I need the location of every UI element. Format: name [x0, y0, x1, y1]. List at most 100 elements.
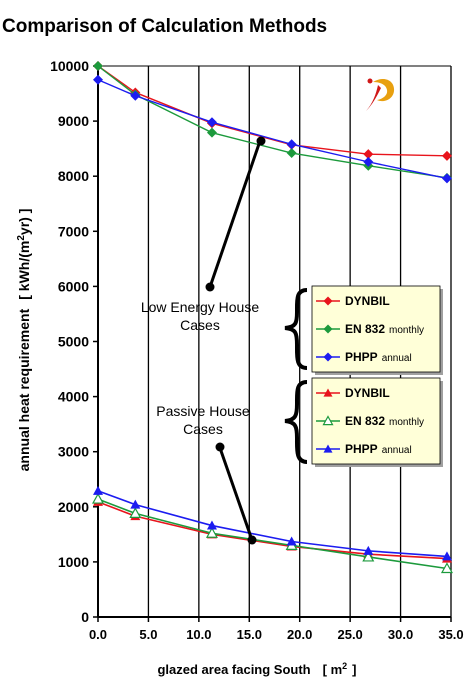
annotation-low-line-2: Cases: [180, 317, 220, 333]
data-point-1-0: [93, 61, 103, 71]
series-low-2: [93, 74, 452, 184]
annotation-low-dot-end: [256, 136, 266, 146]
data-point-5-5: [441, 551, 452, 561]
series-line-0: [97, 65, 447, 157]
x-axis-label-unit-pre: [ m: [323, 662, 343, 677]
legend-name-0: DYNBIL: [345, 294, 390, 308]
series-low-1: [93, 61, 452, 183]
annotation-passive-arrow: [218, 447, 254, 541]
legend-name-1: EN 832: [345, 322, 385, 336]
legend-label-0: DYNBIL: [345, 294, 390, 308]
x-tick-label-2: 10.0: [186, 627, 211, 642]
legend-label-5: PHPP annual: [345, 442, 412, 456]
data-point-2-5: [441, 173, 452, 184]
annotation-passive-line-1: Passive House: [156, 403, 250, 419]
data-point-5-3: [286, 536, 297, 546]
x-tick-label-1: 5.0: [139, 627, 157, 642]
x-tick-label-5: 25.0: [337, 627, 362, 642]
data-point-4-5: [440, 562, 453, 574]
data-point-2-0: [93, 74, 103, 85]
x-tick-label-7: 35.0: [438, 627, 463, 642]
annotation-low-arrow: [208, 140, 262, 288]
x-axis-label-unit-sup: 2: [342, 661, 347, 671]
x-axis-label: glazed area facing South [ m2]: [157, 661, 356, 677]
data-point-4-2: [205, 527, 218, 538]
data-point-5-4: [363, 545, 374, 555]
y-tick-label-8: 8000: [58, 168, 89, 184]
data-point-2-2: [206, 117, 217, 128]
y-tick-label-2: 2000: [58, 499, 89, 515]
x-axis-label-unit-post: ]: [352, 662, 356, 677]
annotation-low-energy: Low Energy House Cases: [141, 136, 308, 370]
data-point-5-2: [206, 520, 217, 530]
data-point-1-2: [206, 127, 217, 138]
series-line-5: [97, 490, 448, 558]
annotation-low-dot-start: [205, 282, 215, 292]
legend-qualifier-2: annual: [382, 353, 412, 364]
legend-marker-5: [323, 444, 333, 453]
legend-name-4: EN 832: [345, 414, 385, 428]
series: [91, 61, 453, 574]
y-tick-labels: 0 1000 2000 3000 4000 5000 6000 7000 8000 9000 100…: [50, 58, 89, 625]
legend-name-2: PHPP: [345, 350, 378, 364]
data-point-2-1: [130, 90, 141, 101]
y-tick-label-7: 7000: [58, 223, 89, 239]
x-tick-labels: 0.0 5.0 10.0 15.0 20.0 25.0 30.0 35.0: [89, 627, 464, 642]
legend-marker-4: [322, 415, 334, 426]
annotation-low-line-1: Low Energy House: [141, 299, 260, 315]
data-point-2-3: [286, 139, 297, 150]
legend-qualifier-1: monthly: [389, 325, 424, 336]
data-point-4-0: [91, 492, 105, 504]
legend: DYNBIL EN 832 monthly PHPP annual DYNBIL EN 83…: [311, 285, 443, 467]
x-tick-label-0: 0.0: [89, 627, 107, 642]
annotation-low-brace: [284, 288, 308, 370]
legend-qualifier-5: annual: [382, 445, 412, 456]
data-point-2-4: [363, 156, 374, 167]
x-tick-label-6: 30.0: [388, 627, 413, 642]
annotation-passive-dot-start: [215, 442, 225, 452]
x-axis-label-main: glazed area facing South: [157, 662, 310, 677]
series-low-0: [93, 61, 452, 161]
series-passive-4: [91, 492, 453, 574]
y-tick-label-5: 5000: [58, 334, 89, 350]
y-tick-label-0: 0: [81, 609, 89, 625]
legend-marker-1: [323, 324, 333, 334]
legend-name-5: PHPP: [345, 442, 378, 456]
y-axis-label-unit-post: yr) ]: [16, 209, 32, 235]
data-point-5-1: [130, 499, 141, 509]
legend-label-3: DYNBIL: [345, 386, 390, 400]
y-tick-label-6: 6000: [58, 278, 89, 294]
annotation-passive-house: Passive House Cases: [156, 380, 308, 545]
y-tick-label-10: 10000: [50, 58, 89, 74]
x-tick-label-3: 15.0: [237, 627, 262, 642]
legend-marker-3: [323, 388, 333, 397]
chart-title: Comparison of Calculation Methods: [2, 16, 327, 37]
y-tick-label-9: 9000: [58, 113, 89, 129]
legend-label-1: EN 832 monthly: [345, 322, 424, 336]
legend-qualifier-4: monthly: [389, 417, 424, 428]
y-axis-label-unit-sup: 2: [16, 235, 27, 241]
data-point-0-4: [363, 149, 374, 160]
axes: [93, 65, 452, 622]
legend-label-4: EN 832 monthly: [345, 414, 424, 428]
series-line-2: [97, 79, 448, 180]
y-tick-label-3: 3000: [58, 444, 89, 460]
series-passive-5: [93, 485, 452, 561]
legend-marker-0: [323, 296, 333, 306]
legend-name-3: DYNBIL: [345, 386, 390, 400]
y-axis-label-unit-pre: [ kWh/(m: [16, 241, 32, 300]
logo: [366, 78, 395, 111]
y-axis-label: annual heat requirement [ kWh/(m2yr) ]: [16, 209, 32, 472]
data-point-0-5: [441, 150, 452, 161]
series-line-1: [97, 65, 448, 179]
legend-label-2: PHPP annual: [345, 350, 412, 364]
y-tick-label-4: 4000: [58, 389, 89, 405]
data-point-4-1: [129, 507, 142, 519]
y-tick-label-1: 1000: [58, 554, 89, 570]
y-axis-label-main: annual heat requirement: [16, 308, 32, 471]
data-point-5-0: [93, 485, 103, 495]
data-point-4-4: [362, 550, 375, 562]
data-point-1-3: [286, 148, 297, 159]
